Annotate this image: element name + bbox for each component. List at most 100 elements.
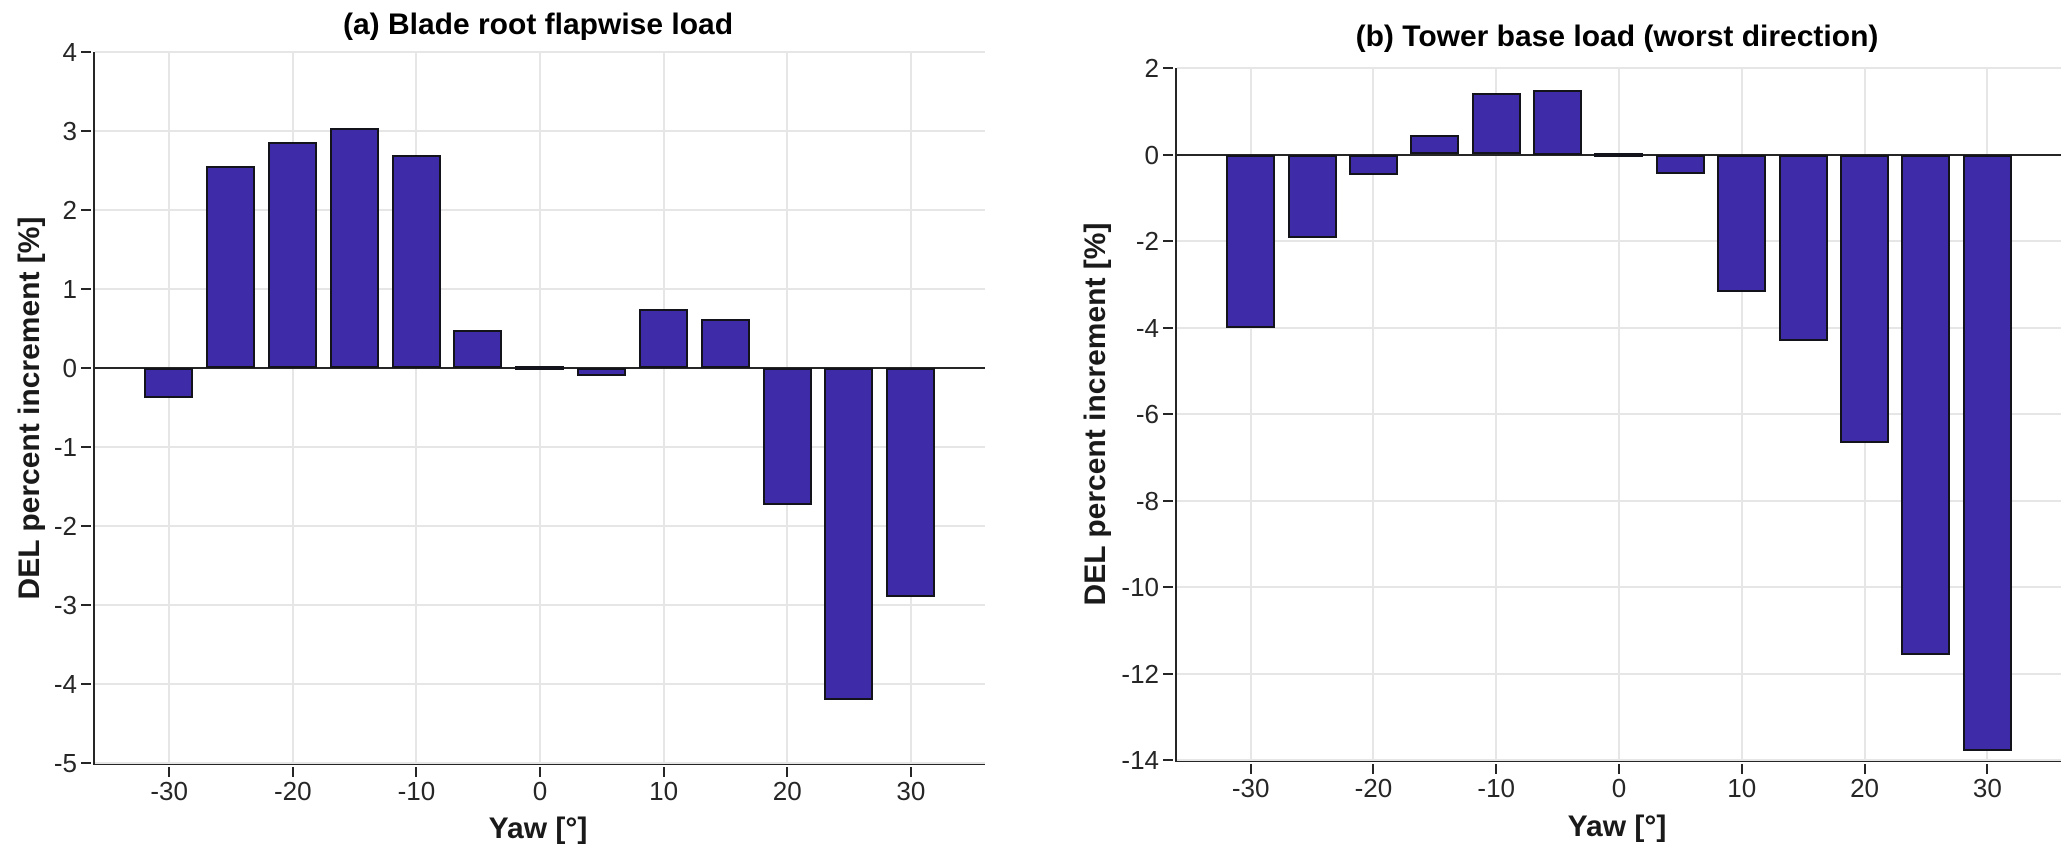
y-tick-mark (81, 604, 91, 606)
y-tick-label: -4 (53, 669, 77, 699)
x-tick-mark (539, 767, 541, 777)
horizontal-gridline (95, 446, 985, 448)
y-tick-mark (81, 683, 91, 685)
y-tick-label: -6 (1135, 399, 1159, 429)
chart-title: (a) Blade root flapwise load (342, 8, 734, 41)
y-tick-label: -5 (53, 748, 77, 778)
bar (206, 166, 255, 368)
horizontal-gridline (95, 683, 985, 685)
x-tick-label: 0 (532, 776, 548, 806)
x-tick-mark (1249, 764, 1252, 774)
bar (453, 330, 502, 368)
bar (144, 368, 193, 398)
x-tick-mark (291, 767, 294, 777)
x-tick-label: 30 (896, 776, 926, 806)
bar (1349, 155, 1398, 175)
bar (886, 368, 935, 597)
bar (515, 366, 564, 370)
bar (1226, 155, 1275, 328)
bar (392, 155, 441, 368)
horizontal-gridline (95, 130, 985, 132)
y-tick-label: 0 (1144, 139, 1159, 170)
y-tick-mark (81, 762, 91, 764)
y-tick-label: 0 (62, 353, 77, 383)
bar (1779, 155, 1828, 341)
horizontal-gridline (1177, 672, 2061, 675)
horizontal-gridline (95, 51, 985, 53)
x-tick-mark (786, 767, 789, 777)
x-tick-mark (662, 767, 665, 777)
bar (577, 368, 626, 376)
x-axis-label: Yaw [°] (488, 812, 588, 845)
vertical-gridline (539, 52, 541, 763)
y-tick-mark (1163, 326, 1173, 329)
x-axis-label: Yaw [°] (1567, 810, 1667, 843)
horizontal-gridline (95, 209, 985, 211)
bar (763, 368, 812, 505)
bar (1840, 155, 1889, 443)
chart-title: (b) Tower base load (worst direction) (1355, 20, 1879, 53)
bar (1288, 155, 1337, 238)
x-tick-mark (1986, 764, 1989, 774)
y-tick-mark (81, 367, 91, 369)
y-tick-mark (81, 446, 91, 448)
y-tick-mark (81, 525, 91, 527)
x-tick-label: 30 (1972, 773, 2002, 803)
bar (824, 368, 873, 700)
x-tick-label: -20 (1354, 773, 1393, 803)
horizontal-gridline (1177, 240, 2061, 242)
horizontal-gridline (95, 604, 985, 606)
y-tick-label: -12 (1121, 658, 1159, 689)
y-tick-mark (1163, 153, 1173, 156)
horizontal-gridline (1177, 499, 2061, 502)
y-tick-mark (1163, 67, 1173, 69)
horizontal-gridline (95, 525, 985, 527)
bar (1963, 155, 2012, 751)
y-tick-mark (1163, 672, 1173, 675)
y-tick-label: -2 (53, 511, 77, 541)
y-tick-mark (81, 209, 91, 211)
y-tick-label: 4 (62, 37, 77, 67)
bar (1410, 135, 1459, 154)
y-tick-label: -10 (1121, 572, 1159, 602)
bar (1472, 93, 1521, 154)
x-tick-label: 20 (772, 776, 802, 806)
vertical-gridline (168, 52, 171, 763)
y-tick-label: -8 (1135, 485, 1159, 516)
y-tick-mark (81, 51, 91, 53)
bar (1717, 155, 1766, 292)
x-tick-label: 20 (1850, 773, 1879, 803)
y-tick-label: -2 (1135, 226, 1159, 256)
x-tick-label: -20 (273, 776, 312, 806)
x-tick-mark (1863, 764, 1866, 774)
bar (1594, 153, 1643, 157)
y-tick-mark (81, 130, 91, 132)
y-tick-mark (1163, 759, 1173, 761)
horizontal-gridline (1177, 67, 2061, 69)
horizontal-gridline (95, 762, 985, 764)
horizontal-gridline (1177, 326, 2061, 329)
bar (639, 309, 688, 368)
y-tick-mark (1163, 240, 1173, 242)
x-tick-mark (168, 767, 171, 777)
y-tick-label: 2 (1144, 53, 1159, 83)
vertical-gridline (291, 52, 294, 763)
x-tick-mark (1618, 764, 1620, 774)
x-tick-label: 10 (1727, 773, 1757, 803)
y-tick-label: 3 (62, 116, 77, 146)
x-tick-mark (1495, 764, 1498, 774)
vertical-gridline (662, 52, 665, 763)
y-tick-label: -3 (53, 590, 77, 620)
x-tick-label: -30 (150, 776, 188, 806)
x-tick-mark (909, 767, 912, 777)
bar (1656, 155, 1705, 174)
bar (701, 319, 750, 368)
y-tick-label: -4 (1135, 312, 1159, 343)
y-tick-label: -14 (1121, 745, 1159, 775)
bar (268, 142, 317, 368)
x-tick-mark (1372, 764, 1375, 774)
y-tick-label: -1 (53, 432, 77, 462)
x-tick-label: -10 (1477, 773, 1515, 803)
